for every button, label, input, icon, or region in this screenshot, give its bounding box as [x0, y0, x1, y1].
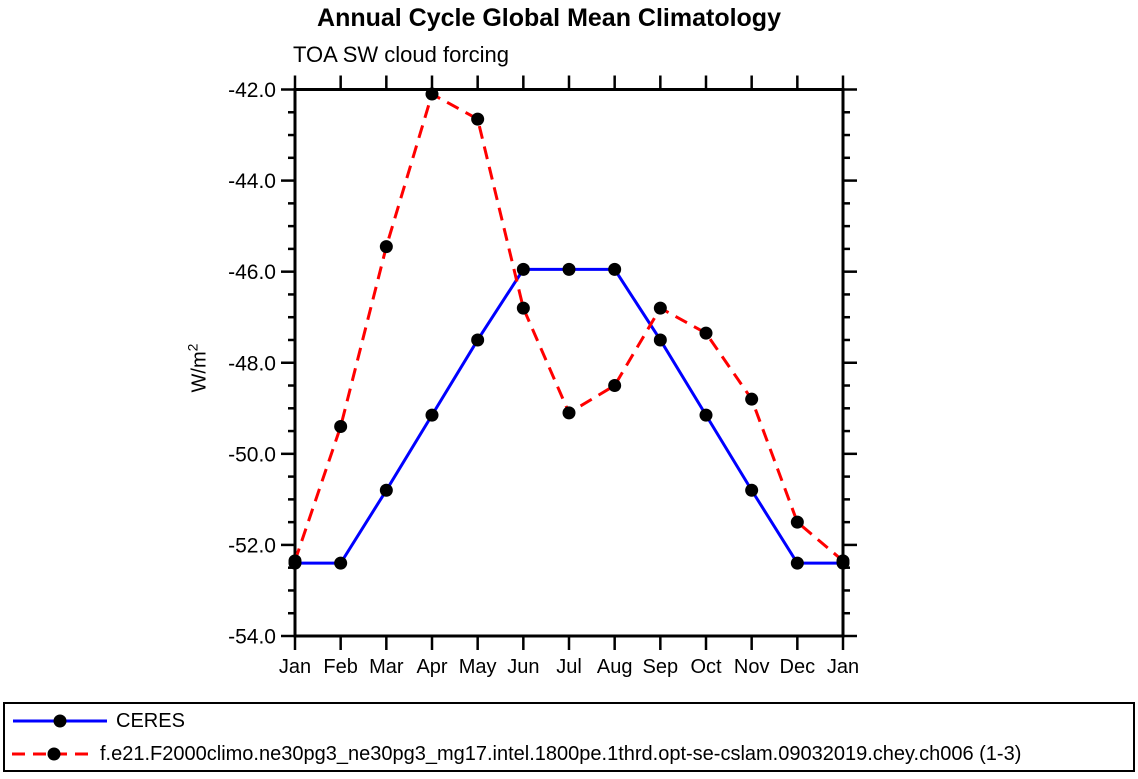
legend-label-ceres: CERES: [116, 709, 185, 732]
y-tick-label: -44.0: [228, 170, 276, 193]
x-tick-label: Jan: [827, 656, 859, 678]
data-point-marker-model: [516, 301, 530, 315]
x-tick-label: Sep: [643, 656, 679, 678]
data-point-marker-model: [699, 326, 713, 340]
data-point-marker-ceres: [699, 408, 713, 422]
data-point-marker-model: [288, 554, 302, 568]
y-tick-label: -46.0: [228, 261, 276, 284]
legend-line-sample-ceres: [13, 714, 107, 728]
legend-item-ceres: CERES: [10, 709, 185, 732]
data-point-marker-ceres: [516, 262, 530, 276]
x-tick-label: Feb: [323, 656, 357, 678]
legend-label-model: f.e21.F2000climo.ne30pg3_ne30pg3_mg17.in…: [100, 742, 1022, 765]
x-tick-label: Aug: [597, 656, 633, 678]
y-tick-label: -48.0: [228, 352, 276, 375]
data-point-marker-ceres: [608, 262, 622, 276]
data-point-marker-model: [334, 420, 348, 434]
series-line-model: [293, 91, 844, 563]
x-tick-label: Mar: [369, 656, 404, 678]
data-point-marker-ceres: [790, 556, 804, 570]
y-tick-label: -42.0: [228, 79, 276, 102]
legend-marker-icon: [47, 747, 61, 761]
data-point-marker-model: [653, 301, 667, 315]
data-point-marker-model: [836, 554, 850, 568]
data-point-marker-ceres: [653, 333, 667, 347]
y-tick-label: -54.0: [228, 626, 276, 649]
data-point-marker-model: [745, 392, 759, 406]
legend-line-sample-model: [12, 747, 95, 761]
x-tick-label: Dec: [780, 656, 816, 678]
data-point-marker-ceres: [562, 262, 576, 276]
data-point-marker-model: [425, 87, 439, 101]
data-point-marker-model: [608, 379, 622, 393]
data-point-marker-model: [562, 406, 576, 420]
data-point-marker-ceres: [334, 556, 348, 570]
data-point-marker-ceres: [471, 333, 485, 347]
x-tick-label: Apr: [416, 656, 447, 678]
data-point-marker-model: [790, 515, 804, 529]
x-tick-label: Jul: [556, 656, 582, 678]
x-tick-label: Jun: [507, 656, 539, 678]
x-tick-label: Jan: [279, 656, 311, 678]
chart-title: Annual Cycle Global Mean Climatology: [317, 4, 781, 32]
axis-frame: [293, 88, 845, 638]
data-point-marker-ceres: [745, 483, 759, 497]
legend-marker-icon: [53, 714, 67, 728]
y-tick-label: -52.0: [228, 534, 276, 557]
data-point-marker-model: [471, 112, 485, 126]
x-tick-label: May: [459, 656, 497, 678]
y-tick-label: -50.0: [228, 443, 276, 466]
x-tick-label: Nov: [734, 656, 770, 678]
data-point-marker-model: [379, 240, 393, 254]
data-point-marker-ceres: [379, 483, 393, 497]
legend-item-model: f.e21.F2000climo.ne30pg3_ne30pg3_mg17.in…: [10, 742, 1022, 765]
legend: CERES f.e21.F2000climo.ne30pg3_ne30pg3_m…: [3, 702, 1135, 772]
chart-subtitle: TOA SW cloud forcing: [293, 42, 510, 67]
x-tick-label: Oct: [690, 656, 722, 678]
data-point-marker-ceres: [425, 408, 439, 422]
